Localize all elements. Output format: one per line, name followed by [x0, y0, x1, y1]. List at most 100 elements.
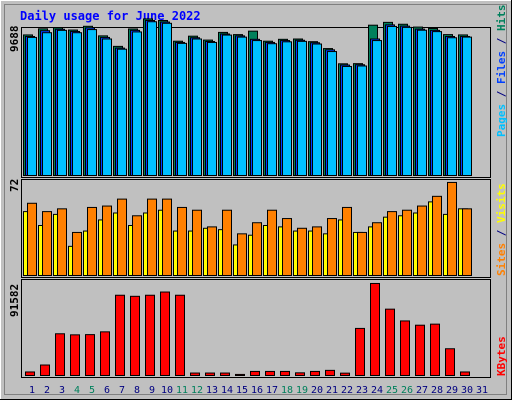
bar-sites-day-28 — [432, 195, 442, 276]
bar-kbytes-day-2 — [40, 364, 50, 376]
bar-pages-day-5 — [87, 29, 97, 177]
bar-kbytes-day-11 — [175, 294, 185, 376]
frame-inner-border — [4, 4, 507, 395]
bar-kbytes-day-4 — [70, 334, 80, 376]
chart-bars — [23, 18, 472, 377]
bar-kbytes-day-6 — [100, 331, 110, 376]
day-label-11: 11 — [176, 385, 188, 396]
bar-kbytes-day-12 — [190, 372, 200, 377]
hits-max-label: 9688 — [8, 26, 21, 53]
bar-pages-day-7 — [117, 48, 127, 176]
bar-kbytes-day-7 — [115, 294, 125, 376]
bar-sites-day-12 — [192, 209, 202, 277]
day-label-3: 3 — [59, 385, 65, 396]
day-label-19: 19 — [296, 385, 308, 396]
day-label-21: 21 — [326, 385, 338, 396]
legend-part-kbytes: KBytes — [495, 336, 508, 376]
bar-pages-day-29 — [447, 37, 457, 176]
bar-pages-day-21 — [327, 51, 337, 176]
bar-kbytes-day-26 — [400, 320, 410, 377]
day-label-23: 23 — [356, 385, 368, 396]
bar-sites-day-9 — [147, 198, 157, 276]
bar-kbytes-day-28 — [430, 323, 440, 377]
bar-kbytes-day-14 — [220, 372, 230, 377]
bar-pages-day-19 — [297, 40, 307, 177]
bar-kbytes-day-8 — [130, 295, 140, 377]
bar-sites-day-18 — [282, 218, 292, 276]
bar-sites-day-17 — [267, 209, 277, 277]
bar-kbytes-day-19 — [295, 372, 305, 376]
legend-part-files: Files — [495, 51, 508, 84]
bar-sites-day-10 — [162, 198, 172, 276]
day-label-4: 4 — [74, 385, 80, 396]
bar-sites-day-19 — [297, 227, 307, 276]
kbytes-max-label: 91582 — [8, 284, 21, 317]
bar-kbytes-day-23 — [355, 327, 365, 376]
day-label-31: 31 — [476, 385, 488, 396]
bar-pages-day-4 — [72, 32, 82, 176]
bar-sites-day-20 — [312, 226, 322, 276]
bar-pages-day-26 — [402, 26, 412, 176]
bar-sites-day-8 — [132, 215, 142, 276]
bar-kbytes-day-29 — [445, 348, 455, 376]
bar-sites-day-14 — [222, 209, 232, 277]
day-label-24: 24 — [371, 385, 383, 396]
legend-part-visits: Visits — [495, 183, 508, 223]
bar-kbytes-day-27 — [415, 324, 425, 376]
bar-sites-day-29 — [447, 181, 457, 276]
day-label-15: 15 — [236, 385, 248, 396]
bar-pages-day-27 — [417, 29, 427, 176]
bar-sites-day-16 — [252, 222, 262, 277]
bar-kbytes-day-18 — [280, 370, 290, 376]
day-label-26: 26 — [401, 385, 413, 396]
day-label-10: 10 — [161, 385, 173, 396]
bar-pages-day-17 — [267, 43, 277, 176]
bar-sites-day-1 — [27, 202, 37, 276]
bar-kbytes-day-21 — [325, 369, 335, 376]
chart-title: Daily usage for June 2022 — [20, 9, 201, 23]
day-label-16: 16 — [251, 385, 263, 396]
legend-part-hits: Hits — [495, 5, 508, 32]
bar-pages-day-8 — [132, 31, 142, 176]
legend-part--: / — [495, 84, 508, 104]
day-label-14: 14 — [221, 385, 233, 396]
legend-part-sites: Sites — [495, 243, 508, 276]
bar-kbytes-day-25 — [385, 308, 395, 377]
day-label-13: 13 — [206, 385, 218, 396]
bar-sites-day-7 — [117, 198, 127, 276]
bar-pages-day-20 — [312, 43, 322, 176]
bar-pages-day-28 — [432, 31, 442, 176]
bar-kbytes-day-3 — [55, 333, 65, 376]
bar-sites-day-15 — [237, 233, 247, 276]
bar-pages-day-1 — [27, 36, 37, 177]
bar-kbytes-day-10 — [160, 291, 170, 376]
bar-pages-day-6 — [102, 38, 112, 177]
bar-pages-day-18 — [282, 41, 292, 177]
bar-kbytes-day-30 — [460, 371, 470, 377]
bar-pages-day-12 — [192, 38, 202, 177]
panel-kbytes — [21, 279, 491, 378]
bar-kbytes-day-20 — [310, 370, 320, 376]
bar-sites-day-5 — [87, 206, 97, 276]
day-label-27: 27 — [416, 385, 428, 396]
legend-sites-visits: Sites / Visits — [495, 183, 508, 276]
bar-sites-day-25 — [387, 211, 397, 277]
bar-kbytes-day-13 — [205, 372, 215, 377]
day-label-25: 25 — [386, 385, 398, 396]
day-label-22: 22 — [341, 385, 353, 396]
bar-pages-day-3 — [57, 29, 67, 176]
bar-kbytes-day-24 — [370, 282, 380, 376]
legend-part--: / — [495, 31, 508, 51]
bar-kbytes-day-1 — [25, 371, 35, 377]
bar-pages-day-2 — [42, 32, 52, 176]
bar-sites-day-21 — [327, 218, 337, 276]
bar-kbytes-day-17 — [265, 370, 275, 376]
bar-sites-day-3 — [57, 208, 67, 276]
day-label-28: 28 — [431, 385, 443, 396]
day-label-12: 12 — [191, 385, 203, 396]
bar-pages-day-15 — [237, 36, 247, 176]
bar-pages-day-16 — [252, 40, 262, 176]
bar-sites-day-13 — [207, 226, 217, 276]
day-label-30: 30 — [461, 385, 473, 396]
